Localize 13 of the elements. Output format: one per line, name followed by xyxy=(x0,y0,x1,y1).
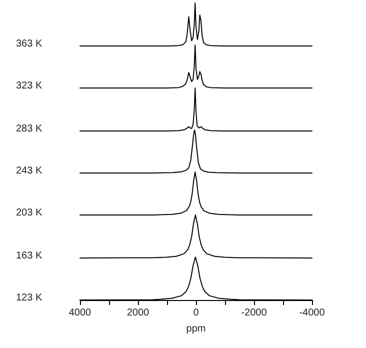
x-axis-title: ppm xyxy=(186,323,206,334)
x-tick-label: -4000 xyxy=(299,307,326,318)
y-axis-title: 203 K xyxy=(16,208,42,219)
x-tick-label: -2000 xyxy=(241,307,268,318)
x-tick-label: 4000 xyxy=(68,307,92,318)
y-axis-title: 283 K xyxy=(16,123,42,134)
y-axis-title: 323 K xyxy=(16,80,42,92)
y-axis-title: 243 K xyxy=(16,165,42,176)
x-tick-label: 0 xyxy=(193,307,200,318)
y-axis-title: 163 K xyxy=(16,250,42,261)
y-axis-title: 363 K xyxy=(16,38,42,50)
x-tick-label: 2000 xyxy=(126,307,150,318)
y-axis-title: 123 K xyxy=(16,292,42,304)
